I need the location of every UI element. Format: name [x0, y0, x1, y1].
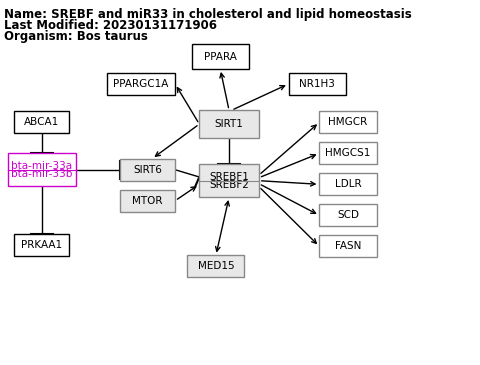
Text: PRKAA1: PRKAA1	[21, 239, 62, 250]
Bar	[14, 111, 70, 133]
Bar	[319, 142, 377, 164]
Text: SIRT1: SIRT1	[215, 119, 243, 129]
Bar	[120, 190, 175, 212]
Text: NR1H3: NR1H3	[299, 79, 335, 89]
Text: FASN: FASN	[335, 241, 361, 251]
Bar	[288, 73, 346, 95]
Text: PPARA: PPARA	[204, 51, 237, 62]
Text: HMGCS1: HMGCS1	[325, 148, 371, 158]
Bar	[14, 234, 70, 255]
Text: Name: SREBF and miR33 in cholesterol and lipid homeostasis: Name: SREBF and miR33 in cholesterol and…	[4, 8, 412, 21]
Text: LDLR: LDLR	[335, 179, 361, 189]
Text: SCD: SCD	[337, 210, 359, 220]
Bar	[319, 204, 377, 226]
Text: Organism: Bos taurus: Organism: Bos taurus	[4, 30, 148, 43]
Text: HMGCR: HMGCR	[328, 117, 368, 127]
Text: ABCA1: ABCA1	[24, 117, 60, 127]
Text: SREBF1: SREBF1	[209, 172, 249, 182]
Text: MED15: MED15	[198, 261, 234, 272]
Bar	[8, 153, 76, 186]
Bar	[199, 164, 259, 197]
Bar	[192, 44, 249, 69]
Bar	[120, 159, 175, 181]
Bar	[319, 235, 377, 257]
Bar	[199, 111, 259, 138]
Text: SREBF2: SREBF2	[209, 180, 249, 190]
Text: bta-mir-33b: bta-mir-33b	[11, 169, 72, 179]
Text: bta-mir-33a: bta-mir-33a	[12, 161, 72, 171]
Text: SIRT6: SIRT6	[133, 165, 162, 175]
Text: PPARGC1A: PPARGC1A	[113, 79, 168, 89]
Bar	[187, 255, 244, 277]
Text: MTOR: MTOR	[132, 196, 163, 206]
Bar	[319, 111, 377, 133]
Text: Last Modified: 20230131171906: Last Modified: 20230131171906	[4, 19, 217, 32]
Bar	[107, 73, 175, 95]
Bar	[319, 173, 377, 195]
